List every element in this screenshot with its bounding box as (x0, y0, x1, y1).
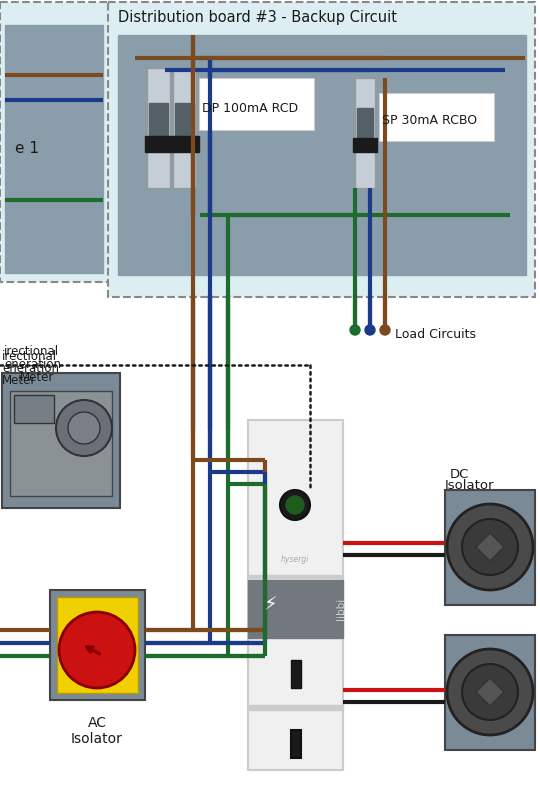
Text: SP 30mA RCBO: SP 30mA RCBO (382, 113, 477, 126)
Circle shape (59, 612, 135, 688)
Text: libbi: libbi (336, 598, 346, 620)
Text: ⚡: ⚡ (263, 595, 277, 614)
Bar (248, 705, 343, 710)
Text: hysergi: hysergi (281, 555, 309, 565)
Text: eneration: eneration (4, 358, 61, 371)
Text: DC: DC (450, 468, 469, 481)
Circle shape (447, 649, 533, 735)
Bar (445, 490, 535, 605)
Bar (175, 103, 194, 143)
Bar (5, 25, 103, 273)
Polygon shape (476, 533, 504, 561)
Text: irectional: irectional (4, 345, 59, 358)
Bar (199, 78, 314, 130)
Bar (2, 373, 120, 508)
Bar (57, 597, 138, 693)
Bar (357, 108, 373, 146)
Circle shape (462, 519, 518, 575)
Bar (291, 730, 301, 758)
Text: DP 100mA RCD: DP 100mA RCD (202, 101, 298, 114)
Circle shape (286, 496, 304, 514)
Bar (445, 635, 535, 750)
Circle shape (365, 325, 375, 335)
Circle shape (462, 664, 518, 720)
Bar (108, 2, 535, 297)
Circle shape (350, 325, 360, 335)
Text: eneration: eneration (2, 362, 59, 375)
Bar (379, 93, 494, 141)
Bar (291, 660, 301, 688)
Text: irectional: irectional (2, 350, 57, 363)
Bar (10, 391, 112, 496)
Bar (248, 580, 343, 638)
Bar (147, 68, 170, 188)
Polygon shape (476, 678, 504, 706)
Bar (0, 2, 110, 282)
Text: e 1: e 1 (15, 141, 39, 156)
Circle shape (56, 400, 112, 456)
Text: Meter: Meter (20, 371, 55, 384)
Text: Meter: Meter (2, 374, 36, 387)
Bar (173, 68, 196, 188)
Text: Isolator: Isolator (445, 479, 495, 492)
Text: AC
Isolator: AC Isolator (71, 716, 123, 746)
Circle shape (380, 325, 390, 335)
Bar (50, 590, 145, 700)
Bar (353, 138, 377, 152)
Text: Load Circuits: Load Circuits (395, 328, 476, 341)
Bar (14, 395, 54, 423)
Text: Distribution board #3 - Backup Circuit: Distribution board #3 - Backup Circuit (118, 10, 397, 25)
Bar (248, 420, 343, 770)
Circle shape (447, 504, 533, 590)
Bar (248, 575, 343, 578)
Circle shape (68, 412, 100, 444)
Bar (355, 78, 375, 188)
Bar (118, 35, 526, 275)
Bar (149, 103, 168, 143)
Circle shape (280, 490, 310, 520)
Bar (145, 136, 199, 152)
